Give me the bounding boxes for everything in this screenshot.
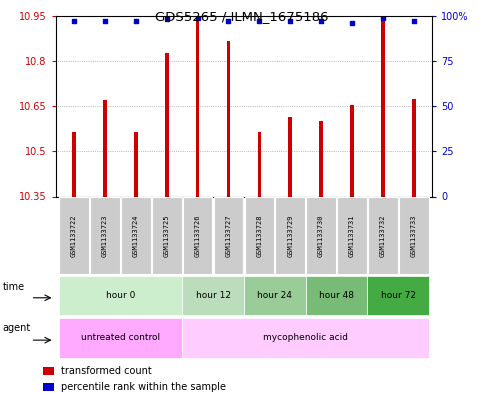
Point	[286, 18, 294, 24]
FancyBboxPatch shape	[399, 197, 428, 274]
FancyBboxPatch shape	[306, 197, 336, 274]
Text: GSM1133725: GSM1133725	[164, 215, 170, 257]
Point	[256, 18, 263, 24]
FancyBboxPatch shape	[121, 197, 151, 274]
FancyBboxPatch shape	[182, 318, 429, 358]
Text: mycophenolic acid: mycophenolic acid	[263, 334, 348, 342]
Text: GSM1133731: GSM1133731	[349, 215, 355, 257]
Text: GSM1133728: GSM1133728	[256, 215, 262, 257]
Text: GSM1133732: GSM1133732	[380, 215, 386, 257]
Bar	[257, 132, 261, 196]
Point	[194, 15, 201, 21]
Text: hour 0: hour 0	[106, 291, 135, 300]
Text: GSM1133722: GSM1133722	[71, 215, 77, 257]
Point	[348, 20, 356, 26]
FancyBboxPatch shape	[368, 197, 398, 274]
Bar	[165, 53, 169, 196]
Text: time: time	[3, 282, 25, 292]
FancyBboxPatch shape	[306, 276, 368, 315]
FancyBboxPatch shape	[90, 197, 120, 274]
Text: hour 72: hour 72	[381, 291, 416, 300]
Text: agent: agent	[3, 323, 31, 334]
Text: untreated control: untreated control	[81, 334, 160, 342]
FancyBboxPatch shape	[275, 197, 305, 274]
Point	[163, 16, 170, 22]
FancyBboxPatch shape	[152, 197, 182, 274]
Text: hour 24: hour 24	[257, 291, 292, 300]
Text: hour 12: hour 12	[196, 291, 230, 300]
Text: GSM1133727: GSM1133727	[226, 215, 231, 257]
Text: percentile rank within the sample: percentile rank within the sample	[61, 382, 227, 392]
Point	[379, 15, 387, 21]
Bar	[43, 383, 54, 391]
Text: GSM1133724: GSM1133724	[133, 215, 139, 257]
FancyBboxPatch shape	[183, 197, 213, 274]
Bar	[412, 99, 415, 196]
FancyBboxPatch shape	[244, 276, 306, 315]
FancyBboxPatch shape	[58, 276, 182, 315]
Bar	[319, 121, 323, 196]
FancyBboxPatch shape	[337, 197, 367, 274]
FancyBboxPatch shape	[213, 197, 243, 274]
FancyBboxPatch shape	[182, 276, 244, 315]
FancyBboxPatch shape	[368, 276, 429, 315]
Point	[225, 18, 232, 24]
Text: hour 48: hour 48	[319, 291, 354, 300]
Point	[317, 18, 325, 24]
Bar	[43, 367, 54, 375]
Text: GSM1133729: GSM1133729	[287, 215, 293, 257]
Bar	[288, 117, 292, 196]
Text: GSM1133723: GSM1133723	[102, 215, 108, 257]
Text: GDS5265 / ILMN_1675186: GDS5265 / ILMN_1675186	[155, 10, 328, 23]
FancyBboxPatch shape	[244, 197, 274, 274]
Bar	[196, 20, 199, 196]
Point	[132, 18, 140, 24]
Bar	[381, 17, 385, 196]
Bar	[227, 41, 230, 196]
Point	[101, 18, 109, 24]
Text: GSM1133726: GSM1133726	[195, 215, 200, 257]
Text: GSM1133733: GSM1133733	[411, 215, 417, 257]
Bar	[134, 132, 138, 196]
Bar	[72, 132, 76, 196]
Text: GSM1133730: GSM1133730	[318, 215, 324, 257]
Bar	[103, 100, 107, 196]
FancyBboxPatch shape	[58, 318, 182, 358]
Bar	[350, 105, 354, 196]
Point	[70, 18, 78, 24]
Text: transformed count: transformed count	[61, 366, 152, 376]
FancyBboxPatch shape	[59, 197, 89, 274]
Point	[410, 18, 418, 24]
